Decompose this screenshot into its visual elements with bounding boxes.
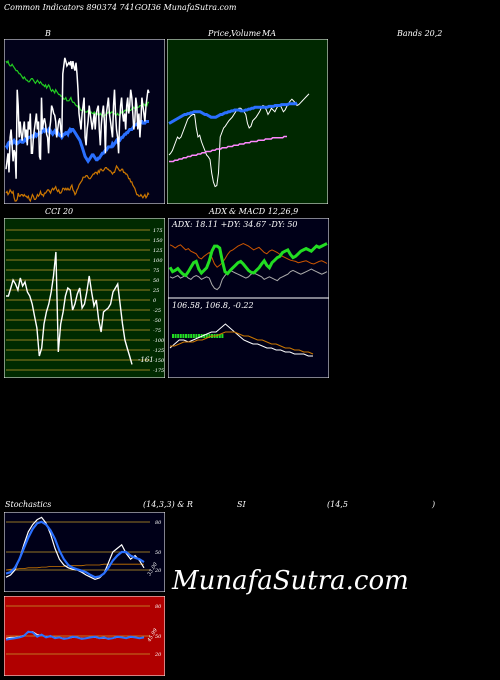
- price-title-part1: Price,: [208, 29, 232, 38]
- cci-tick-label: 0: [153, 298, 157, 304]
- adx-plus-di: [169, 242, 328, 268]
- price-line: [168, 93, 310, 188]
- macd-histogram-bar: [187, 334, 190, 338]
- macd-histogram-bar: [192, 334, 195, 338]
- price-title-part3: MA: [262, 29, 276, 38]
- rsi-tick-label: 50: [155, 634, 162, 640]
- bb-middle-band: [4, 120, 149, 165]
- stoch-title-part2: (14,3,3) & R: [143, 500, 193, 509]
- macd-histogram-bar: [198, 334, 200, 338]
- adx-title-part1: ADX: [209, 207, 227, 216]
- cci-line: [6, 251, 133, 365]
- price-ma-pink: [169, 135, 287, 163]
- stoch-slow: [5, 563, 144, 571]
- macd-histogram-bar: [190, 334, 193, 338]
- macd-chart: 106.58, 106.8, -0.22: [168, 298, 329, 378]
- cci-tick-label: -25: [153, 308, 161, 314]
- cci-tick-label: 25: [152, 288, 159, 294]
- price-ma-blue: [168, 101, 298, 125]
- macd-histogram-bar: [208, 334, 211, 338]
- macd-histogram-bar: [177, 334, 180, 338]
- macd-histogram-bar: [174, 334, 177, 338]
- stoch-title-part3: SI: [237, 500, 246, 509]
- cci-tick-label: 175: [153, 228, 163, 234]
- cci-chart: 175 150 125 100 75 50 25 0 -25 -50 -75 -100 -125 -150…: [4, 218, 165, 378]
- macd-histogram-bar: [179, 334, 182, 338]
- bb-upper-band: [5, 59, 149, 118]
- macd-histogram-bar: [218, 334, 221, 338]
- price-title-part2: Volume: [231, 29, 261, 38]
- cci-tick-label: -150: [153, 358, 165, 364]
- stoch-title-part1: Stochastics: [5, 500, 52, 509]
- stoch-d: [5, 520, 145, 579]
- adx-chart: ADX: 18.11 +DY: 34.67 -DY: 50: [168, 218, 329, 298]
- macd-histogram-bar: [205, 334, 208, 338]
- bb-price-line: [5, 57, 150, 179]
- macd-histogram-bar: [182, 334, 185, 338]
- rsi-tick-label: 20: [154, 652, 162, 658]
- macd-histogram-bar: [221, 334, 224, 338]
- rsi-tick-label: 80: [155, 604, 162, 610]
- macd-line: [169, 323, 313, 357]
- cci-title: CCI 20: [45, 207, 74, 216]
- adx-title-part2: & MACD 12,26,9: [229, 207, 299, 216]
- cci-tick-label: 100: [153, 258, 163, 264]
- bb-title-right: Bands 20,2: [397, 29, 443, 38]
- stoch-tick-label: 50: [155, 550, 162, 556]
- cci-tick-label: -125: [153, 348, 164, 354]
- bollinger-chart: [4, 39, 165, 204]
- cci-tick-label: 50: [153, 278, 160, 284]
- price-chart: [167, 39, 328, 204]
- macd-histogram-bar: [185, 334, 187, 338]
- macd-histogram-bar: [172, 334, 174, 338]
- cci-tick-label: -75: [153, 328, 161, 334]
- adx-minus-di: [169, 268, 328, 291]
- rsi-line-blue: [5, 630, 145, 641]
- cci-tick-label: -50: [153, 318, 162, 324]
- bb-lower-band: [5, 164, 150, 203]
- cci-tick-label: -100: [153, 338, 165, 344]
- macd-histogram-bar: [203, 334, 206, 338]
- page-header: Common Indicators 890374 741GOI36 Munafa…: [4, 3, 237, 12]
- cci-tick-label: 75: [153, 268, 159, 274]
- macd-signal: [170, 331, 314, 355]
- stoch-title-part4: (14,5: [327, 500, 348, 509]
- cci-tick-label: 150: [153, 238, 163, 244]
- adx-line: [168, 242, 328, 278]
- stoch-title-part5: ): [432, 500, 436, 509]
- macd-histogram-bar: [195, 334, 198, 338]
- cci-last-value: -161: [138, 356, 154, 364]
- macd-readout: 106.58, 106.8, -0.22: [172, 301, 254, 310]
- stoch-tick-label: 80: [155, 520, 162, 526]
- stoch-tick-label: 20: [154, 568, 162, 574]
- cci-tick-label: 125: [153, 248, 163, 254]
- bb-title-left: B: [45, 29, 51, 38]
- watermark: MunafaSutra.com: [172, 566, 409, 596]
- cci-tick-label: -175: [153, 368, 164, 374]
- adx-readout: ADX: 18.11 +DY: 34.67 -DY: 50: [171, 220, 298, 229]
